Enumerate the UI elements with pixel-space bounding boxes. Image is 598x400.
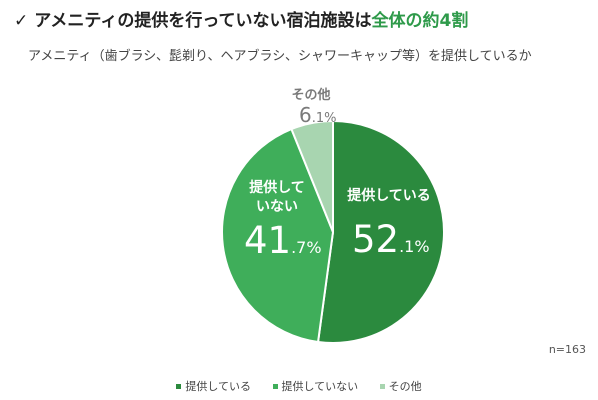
slice-label: 提供して bbox=[249, 179, 305, 196]
slice-label: いない bbox=[256, 199, 298, 215]
legend-swatch bbox=[176, 383, 182, 389]
sample-size-label: n=163 bbox=[548, 343, 586, 356]
chart-subtitle: アメニティ（歯ブラシ、髭剃り、ヘアブラシ、シャワーキャップ等）を提供しているか bbox=[28, 49, 532, 64]
legend-item: 提供していない bbox=[272, 378, 359, 394]
check-icon: ✓ bbox=[14, 11, 29, 31]
pie-slice bbox=[290, 119, 334, 233]
title-highlight: 全体の約4割 bbox=[371, 11, 469, 31]
slice-value-label: 6.1% bbox=[299, 103, 337, 127]
legend-label: 提供していない bbox=[281, 380, 359, 393]
slice-label: 提供している bbox=[347, 187, 431, 204]
pie-slice bbox=[221, 127, 335, 344]
slice-label: その他 bbox=[291, 87, 330, 103]
legend-item: その他 bbox=[379, 378, 422, 394]
title-prefix: アメニティの提供を行っていない宿泊施設は bbox=[34, 11, 372, 31]
slice-value-label: 41.7% bbox=[244, 219, 322, 262]
legend-label: その他 bbox=[388, 380, 422, 393]
legend: 提供している 提供していない その他 bbox=[0, 378, 598, 394]
legend-swatch bbox=[272, 383, 278, 389]
slice-value-label: 52.1% bbox=[352, 218, 430, 261]
chart-title: ✓ アメニティの提供を行っていない宿泊施設は全体の約4割 bbox=[14, 6, 468, 31]
legend-item: 提供している bbox=[176, 378, 251, 394]
legend-label: 提供している bbox=[185, 380, 251, 393]
legend-swatch bbox=[379, 383, 385, 389]
pie-slice bbox=[316, 119, 445, 344]
